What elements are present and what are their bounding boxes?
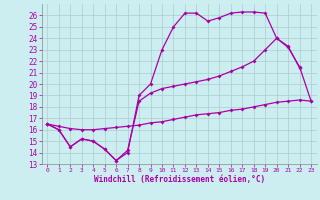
X-axis label: Windchill (Refroidissement éolien,°C): Windchill (Refroidissement éolien,°C) (94, 175, 265, 184)
